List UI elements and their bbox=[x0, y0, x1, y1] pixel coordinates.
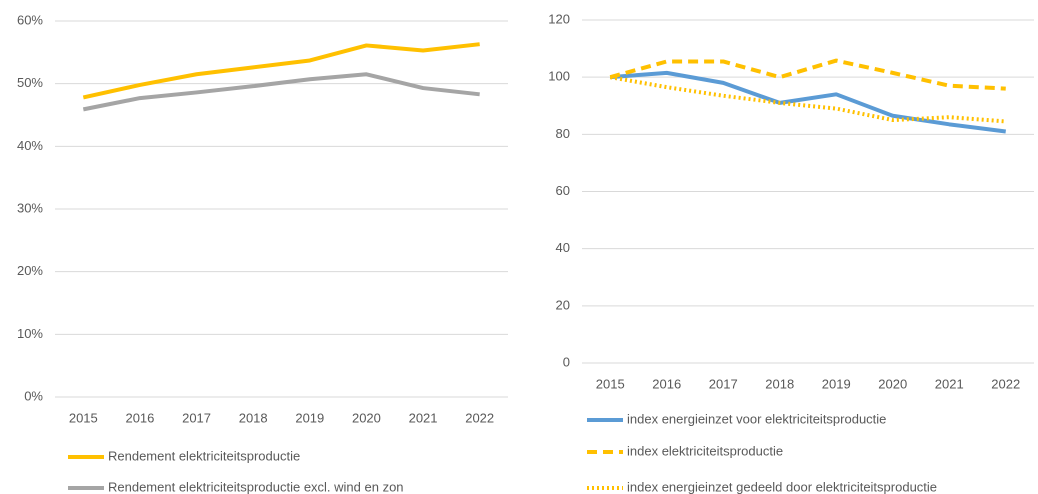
x-tick-label: 2017 bbox=[709, 376, 738, 391]
data-line bbox=[82, 42, 480, 100]
y-tick-label: 50% bbox=[17, 75, 43, 90]
y-tick-label: 0 bbox=[563, 354, 570, 369]
x-tick-label: 2015 bbox=[69, 410, 98, 425]
y-tick-label: 60 bbox=[556, 183, 570, 198]
data-line bbox=[609, 75, 1006, 124]
x-tick-label: 2022 bbox=[465, 410, 494, 425]
legend-label: index energieinzet gedeeld door elektric… bbox=[627, 479, 937, 494]
legend-label: index elektriciteitsproductie bbox=[627, 443, 783, 458]
y-tick-label: 20 bbox=[556, 297, 570, 312]
x-tick-label: 2016 bbox=[652, 376, 681, 391]
legend-label: Rendement elektriciteitsproductie bbox=[108, 448, 300, 463]
x-tick-label: 2021 bbox=[409, 410, 438, 425]
y-tick-label: 10% bbox=[17, 326, 43, 341]
x-tick-label: 2019 bbox=[295, 410, 324, 425]
x-tick-label: 2015 bbox=[596, 376, 625, 391]
x-tick-label: 2017 bbox=[182, 410, 211, 425]
x-tick-label: 2018 bbox=[239, 410, 268, 425]
y-tick-label: 60% bbox=[17, 12, 43, 27]
x-tick-label: 2022 bbox=[991, 376, 1020, 391]
y-tick-label: 20% bbox=[17, 263, 43, 278]
y-tick-label: 0% bbox=[24, 388, 43, 403]
x-tick-label: 2021 bbox=[935, 376, 964, 391]
y-tick-label: 100 bbox=[548, 69, 570, 84]
legend-label: Rendement elektriciteitsproductie excl. … bbox=[108, 479, 404, 494]
y-tick-label: 40% bbox=[17, 138, 43, 153]
x-tick-label: 2020 bbox=[878, 376, 907, 391]
y-tick-label: 80 bbox=[556, 126, 570, 141]
x-tick-label: 2019 bbox=[822, 376, 851, 391]
x-tick-label: 2020 bbox=[352, 410, 381, 425]
y-tick-label: 40 bbox=[556, 240, 570, 255]
data-line bbox=[609, 58, 1006, 91]
x-tick-label: 2016 bbox=[125, 410, 154, 425]
data-line bbox=[82, 72, 480, 112]
y-tick-label: 30% bbox=[17, 200, 43, 215]
data-line bbox=[610, 70, 1007, 134]
y-tick-label: 120 bbox=[548, 11, 570, 26]
x-tick-label: 2018 bbox=[765, 376, 794, 391]
legend-label: index energieinzet voor elektriciteitspr… bbox=[627, 411, 886, 426]
